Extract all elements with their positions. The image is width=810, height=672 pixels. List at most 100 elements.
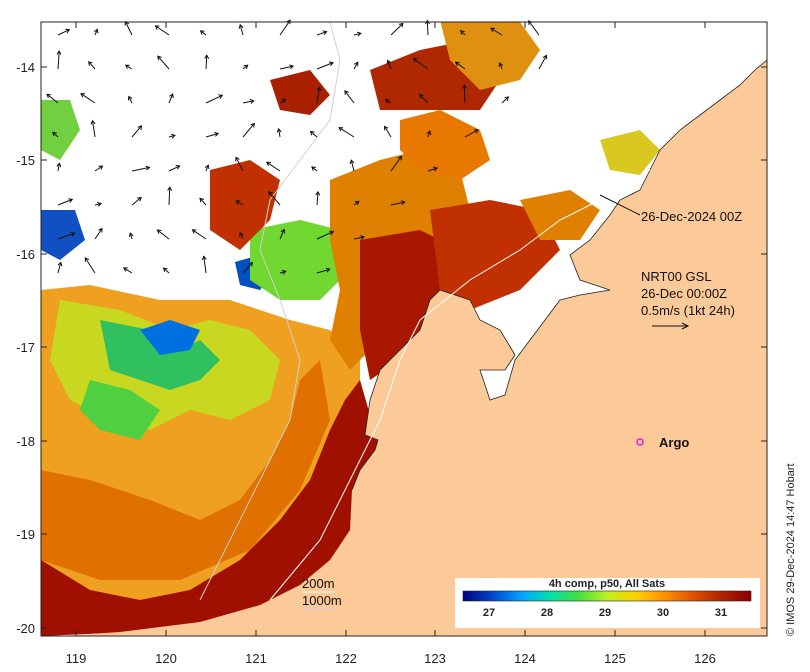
current-vector: [125, 64, 133, 70]
current-vector-head: [162, 267, 168, 273]
current-vectors: [46, 19, 548, 275]
current-vector: [316, 31, 327, 36]
current-vector: [131, 166, 150, 172]
sst-region-orange-2: [41, 360, 330, 580]
current-vector-head: [57, 261, 63, 267]
current-vector: [88, 61, 96, 70]
current-vector: [235, 157, 244, 172]
current-vector-head: [490, 27, 496, 33]
current-vector-head: [175, 165, 181, 170]
current-vector: [205, 55, 208, 70]
current-vector-head: [167, 186, 173, 191]
current-vector: [316, 87, 321, 104]
current-vector: [168, 187, 171, 206]
current-vector: [266, 161, 281, 172]
current-vector: [311, 166, 318, 172]
current-vector-head: [127, 95, 133, 101]
current-vector: [353, 32, 361, 36]
current-vector-head: [412, 58, 418, 63]
sst-region-deep-red-south: [41, 380, 380, 636]
current-vector-head: [276, 127, 282, 133]
current-vector: [94, 203, 102, 206]
current-vector-head: [191, 229, 197, 234]
y-tick-label: -17: [16, 340, 35, 355]
current-vector: [353, 236, 365, 240]
current-vector: [168, 93, 174, 104]
current-scale-label: 0.5m/s (1kt 24h): [641, 303, 735, 318]
current-vector-head: [235, 156, 240, 162]
current-vector-head: [68, 198, 74, 203]
y-tick-label: -18: [16, 434, 35, 449]
current-vector-head: [65, 28, 71, 34]
current-vector-head: [248, 261, 253, 267]
current-vector-head: [315, 190, 321, 196]
current-vector-head: [325, 267, 331, 273]
y-tick-label: -20: [16, 621, 35, 636]
current-vector: [46, 93, 59, 104]
current-vector: [279, 65, 294, 70]
current-vector-head: [353, 61, 359, 67]
current-vector: [353, 61, 359, 70]
current-vector: [350, 160, 355, 172]
current-vector-head: [204, 54, 210, 59]
current-vector-head: [504, 96, 510, 101]
current-vector-head: [454, 61, 460, 67]
current-vector: [413, 58, 429, 70]
current-vector-head: [338, 127, 344, 132]
x-tick-label: 122: [335, 651, 357, 666]
current-vector: [92, 120, 96, 138]
colorbar: 4h comp, p50, All Sats 27 28 29 30 31: [455, 578, 760, 628]
time-label: 26-Dec-2024 00Z: [641, 209, 742, 224]
sst-region-north-orange: [440, 22, 540, 90]
current-vector-head: [204, 164, 210, 170]
x-axis: 119 120 121 122 123 124 125 126: [66, 651, 716, 666]
current-vector: [57, 51, 60, 70]
colorbar-tick-label: 30: [657, 607, 669, 619]
current-vector: [528, 20, 540, 36]
x-tick-label: 123: [424, 651, 446, 666]
current-vector-head: [433, 166, 439, 172]
current-vector-head: [98, 227, 103, 233]
current-vector-head: [311, 166, 316, 171]
current-vector: [125, 21, 133, 36]
argo-marker[interactable]: [636, 438, 644, 446]
current-vector-head: [386, 59, 392, 65]
current-vector-head: [157, 55, 162, 61]
sst-region-green-2: [80, 380, 160, 440]
current-vector: [94, 165, 103, 172]
current-vector-head: [199, 197, 205, 203]
current-vector: [464, 129, 479, 138]
current-vector: [279, 98, 286, 104]
current-vector-head: [145, 165, 151, 171]
current-vector-head: [354, 200, 360, 206]
current-source-label: NRT00 GSL: [641, 269, 712, 284]
current-vector: [131, 197, 142, 206]
current-vector: [385, 99, 392, 104]
x-tick-label: 121: [245, 651, 267, 666]
current-vector: [390, 156, 402, 172]
colorbar-title: 4h comp, p50, All Sats: [549, 578, 665, 590]
axis-ticks: [41, 22, 767, 636]
current-vector-head: [498, 62, 504, 68]
y-tick-label: -14: [16, 60, 35, 75]
current-vector-head: [56, 162, 62, 168]
land-mass: [60, 22, 767, 636]
current-vector: [236, 200, 244, 206]
current-vector-head: [169, 93, 174, 98]
current-vector-head: [397, 155, 402, 161]
current-vector: [57, 262, 62, 274]
current-vector-head: [349, 159, 355, 165]
current-vector-head: [329, 230, 335, 236]
argo-label: Argo: [659, 435, 689, 450]
current-vector: [239, 24, 244, 36]
current-vector-head: [88, 61, 93, 66]
current-vector-head: [93, 28, 99, 34]
colorbar-tick-label: 29: [599, 607, 611, 619]
current-vector-head: [280, 228, 286, 234]
credit-label: © IMOS 29-Dec-2024 14:47 Hobart: [785, 463, 797, 636]
current-vector: [344, 90, 355, 104]
current-vector-head: [316, 86, 322, 92]
current-vector-head: [473, 129, 479, 134]
current-vector-head: [97, 201, 103, 207]
